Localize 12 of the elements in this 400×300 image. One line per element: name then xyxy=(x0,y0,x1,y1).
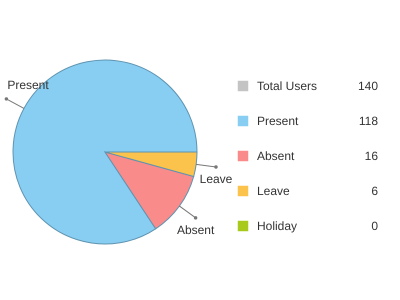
legend-label: Leave xyxy=(257,184,290,198)
data-label: 6 xyxy=(371,184,378,198)
data-label: 118 xyxy=(358,114,378,128)
data-label: 16 xyxy=(364,149,378,163)
slice-label: Absent xyxy=(176,222,215,237)
text: 0 xyxy=(371,219,378,233)
slice-label: Leave xyxy=(200,172,233,186)
legend-label: Present xyxy=(257,114,300,128)
legend-label: Holiday xyxy=(257,219,298,233)
text: Total Users xyxy=(257,79,318,93)
legend-label: Absent xyxy=(257,149,296,163)
text: 140 xyxy=(358,79,378,93)
